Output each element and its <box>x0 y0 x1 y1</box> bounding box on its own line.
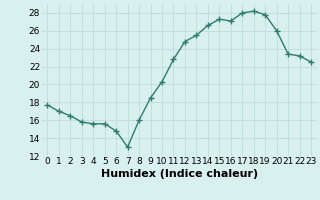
X-axis label: Humidex (Indice chaleur): Humidex (Indice chaleur) <box>100 169 258 179</box>
